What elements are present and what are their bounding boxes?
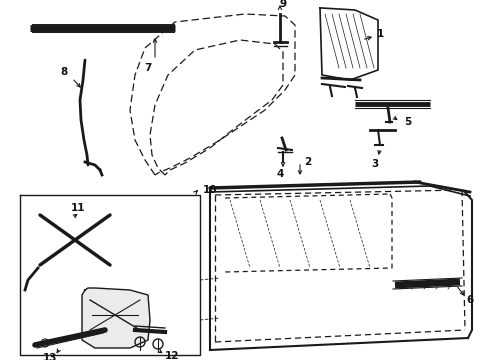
Text: 1: 1 [376, 29, 384, 39]
Text: 5: 5 [404, 117, 412, 127]
Text: 6: 6 [466, 295, 474, 305]
Text: 10: 10 [203, 185, 217, 195]
Text: 11: 11 [71, 203, 85, 213]
Text: 9: 9 [279, 0, 287, 9]
Text: 4: 4 [276, 169, 284, 179]
Text: 2: 2 [304, 157, 312, 167]
Text: 8: 8 [60, 67, 68, 77]
Text: 12: 12 [165, 351, 179, 360]
Polygon shape [82, 288, 150, 348]
Text: 3: 3 [371, 159, 379, 169]
Text: 7: 7 [145, 63, 152, 73]
Text: 13: 13 [43, 353, 57, 360]
